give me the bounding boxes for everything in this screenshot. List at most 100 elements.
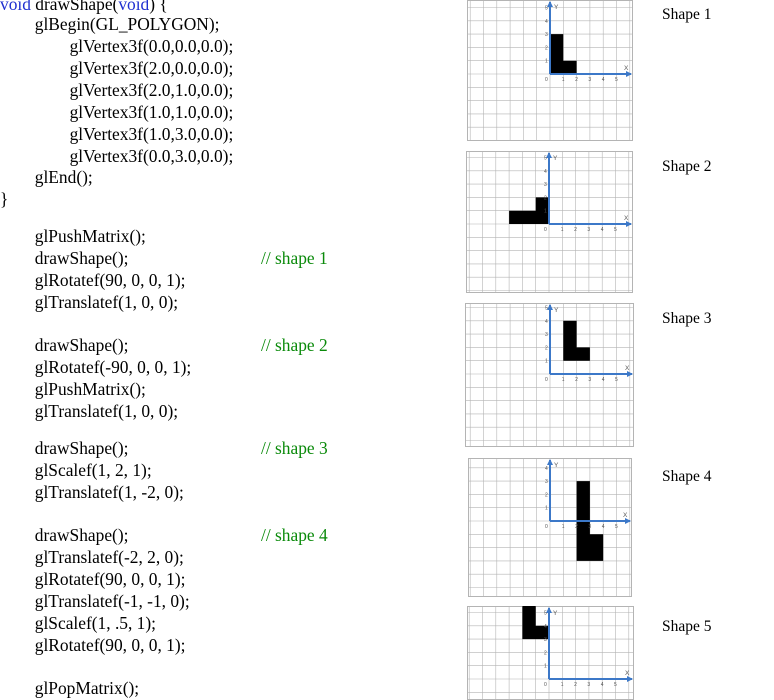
x-axis-arrow (625, 518, 631, 524)
y-tick-label: 3 (544, 182, 547, 188)
y-tick-label: 4 (545, 19, 548, 25)
code-line: glVertex3f(2.0,1.0,0.0); (0, 79, 234, 101)
y-tick-label: 4 (545, 319, 548, 325)
y-tick-label: 3 (545, 479, 548, 485)
code-text: glVertex3f(0.0,0.0,0.0); (0, 36, 234, 56)
x-tick-label: 5 (614, 682, 617, 688)
x-axis-label: X (625, 670, 630, 677)
code-line: glTranslatef(-1, -1, 0); (0, 590, 190, 612)
code-line: glVertex3f(0.0,3.0,0.0); (0, 145, 234, 167)
x-tick-label: 2 (574, 227, 577, 233)
x-tick-label: 5 (615, 377, 618, 383)
code-text: glTranslatef(1, 0, 0); (0, 292, 179, 312)
y-axis-label: Y (553, 155, 558, 162)
origin-label: 0 (544, 682, 547, 688)
code-text: glEnd(); (0, 167, 93, 187)
code-line: glScalef(1, .5, 1); (0, 612, 156, 634)
y-tick-label: 5 (544, 611, 547, 617)
grid-plot: 1 1 2 2 3 3 4 4 5 5 0 X Y (467, 606, 634, 700)
code-line: drawShape(); // shape 2 (0, 334, 328, 356)
y-tick-label: 4 (544, 624, 547, 630)
code-text: glBegin(GL_POLYGON); (0, 14, 220, 34)
y-axis-label: Y (554, 4, 559, 11)
shape-label: Shape 4 (662, 468, 712, 485)
code-line: glVertex3f(1.0,1.0,0.0); (0, 101, 234, 123)
y-axis-arrow (547, 459, 553, 465)
code-line: glRotatef(90, 0, 0, 1); (0, 634, 186, 656)
code-text: glVertex3f(0.0,3.0,0.0); (0, 146, 234, 166)
y-tick-label: 2 (544, 195, 547, 201)
code-line: glRotatef(90, 0, 0, 1); (0, 568, 186, 590)
code-text: glPushMatrix(); (0, 379, 146, 399)
y-tick-label: 1 (545, 59, 548, 65)
x-tick-label: 1 (562, 524, 565, 530)
x-tick-label: 4 (602, 524, 605, 530)
origin-label: 0 (545, 77, 548, 83)
code-text: drawShape(); (0, 438, 129, 458)
code-text: glTranslatef(-2, 2, 0); (0, 547, 184, 567)
origin-label: 0 (545, 377, 548, 383)
code-line: glPushMatrix(); (0, 378, 146, 400)
x-axis-arrow (626, 221, 632, 227)
x-tick-label: 3 (588, 377, 591, 383)
code-comment: // shape 2 (261, 335, 328, 355)
y-tick-label: 1 (545, 506, 548, 512)
code-line: glScalef(1, 2, 1); (0, 459, 152, 481)
code-text: glScalef(1, 2, 1); (0, 460, 152, 480)
code-comment: // shape 3 (261, 438, 328, 458)
code-text: glTranslatef(-1, -1, 0); (0, 591, 190, 611)
keyword-token: void (0, 0, 31, 14)
code-comment: // shape 1 (261, 248, 328, 268)
code-line: void drawShape(void) { (0, 0, 168, 15)
code-line: glPopMatrix(); (0, 677, 139, 699)
shape-figure: 1 1 2 2 3 3 4 4 5 5 0 X Y (466, 151, 633, 293)
x-tick-label: 1 (561, 227, 564, 233)
code-text: glVertex3f(1.0,3.0,0.0); (0, 124, 234, 144)
l-shape (509, 197, 549, 224)
code-line: glTranslatef(1, 0, 0); (0, 400, 178, 422)
origin-label: 0 (545, 524, 548, 530)
shape-label: Shape 1 (662, 6, 712, 23)
code-line: glRotatef(-90, 0, 0, 1); (0, 356, 191, 378)
l-shape (563, 320, 590, 361)
y-tick-label: 2 (545, 45, 548, 51)
code-text: glRotatef(90, 0, 0, 1); (0, 270, 186, 290)
grid-plot: 1 1 2 2 3 3 4 4 5 5 0 X Y (465, 303, 634, 447)
code-text: glPushMatrix(); (0, 226, 146, 246)
plot-frame (465, 303, 634, 447)
code-line: glEnd(); (0, 166, 93, 188)
grid-plot: 1 1 2 2 3 3 4 4 5 5 0 X Y (466, 151, 633, 293)
y-tick-label: 2 (545, 345, 548, 351)
code-text: glVertex3f(2.0,0.0,0.0); (0, 58, 234, 78)
code-line: glVertex3f(2.0,0.0,0.0); (0, 57, 234, 79)
code-line: glVertex3f(0.0,0.0,0.0); (0, 35, 234, 57)
shape-label: Shape 5 (662, 618, 712, 635)
y-axis-arrow (547, 1, 553, 7)
code-text: } (0, 189, 9, 209)
code-line: glVertex3f(1.0,3.0,0.0); (0, 123, 234, 145)
code-text: drawShape(); (0, 248, 129, 268)
y-axis-label: Y (553, 610, 558, 617)
x-axis-label: X (623, 512, 628, 519)
code-text: drawShape(); (0, 525, 129, 545)
y-axis-arrow (546, 152, 552, 158)
code-line: } (0, 188, 8, 210)
y-tick-label: 5 (545, 6, 548, 12)
y-tick-label: 1 (544, 664, 547, 670)
code-line: drawShape(); // shape 4 (0, 524, 328, 546)
y-tick-label: 3 (545, 332, 548, 338)
x-tick-label: 2 (575, 524, 578, 530)
grid-plot: 1 1 2 2 3 3 4 4 5 5 0 X Y (468, 458, 632, 597)
code-text: glRotatef(-90, 0, 0, 1); (0, 357, 192, 377)
code-comment: // shape 4 (261, 525, 328, 545)
y-tick-label: 3 (545, 32, 548, 38)
y-tick-label: 1 (545, 359, 548, 365)
origin-label: 0 (544, 227, 547, 233)
y-tick-label: 2 (545, 492, 548, 498)
y-axis-label: Y (554, 307, 559, 314)
x-tick-label: 1 (561, 682, 564, 688)
x-tick-label: 3 (588, 524, 591, 530)
x-tick-label: 2 (575, 77, 578, 83)
grid-lines (467, 606, 634, 700)
code-line: glPushMatrix(); (0, 225, 146, 247)
